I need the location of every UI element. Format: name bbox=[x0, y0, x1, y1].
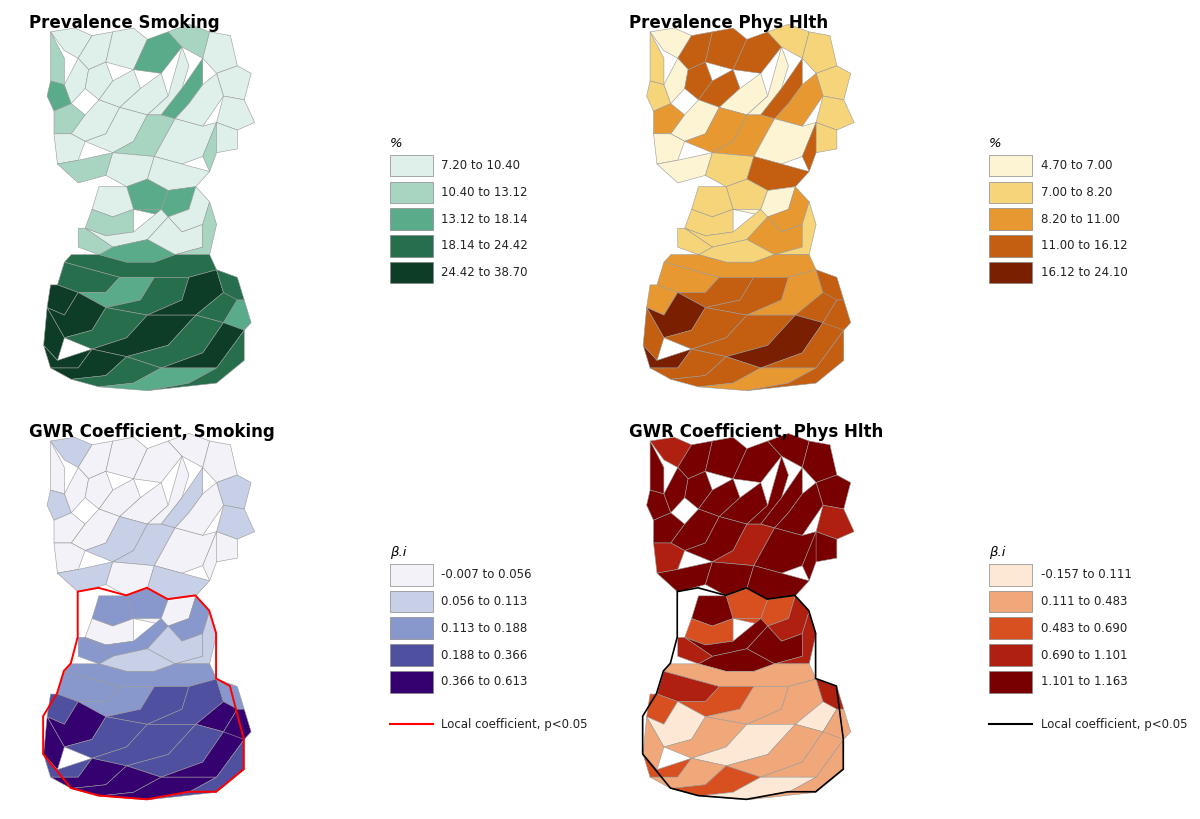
Text: β.i: β.i bbox=[989, 545, 1006, 559]
Bar bbox=[989, 262, 1032, 283]
Text: GWR Coefficient, Phys Hlth: GWR Coefficient, Phys Hlth bbox=[629, 423, 883, 441]
Text: 0.366 to 0.613: 0.366 to 0.613 bbox=[442, 675, 528, 688]
Text: 18.14 to 24.42: 18.14 to 24.42 bbox=[442, 239, 528, 252]
Bar bbox=[989, 564, 1032, 586]
Bar bbox=[989, 645, 1032, 666]
Bar bbox=[390, 182, 433, 203]
Text: -0.007 to 0.056: -0.007 to 0.056 bbox=[442, 568, 532, 581]
Text: 0.113 to 0.188: 0.113 to 0.188 bbox=[442, 622, 528, 635]
Bar bbox=[989, 618, 1032, 639]
Text: 24.42 to 38.70: 24.42 to 38.70 bbox=[442, 266, 528, 279]
Text: %: % bbox=[989, 137, 1002, 150]
Bar bbox=[390, 671, 433, 693]
Text: 8.20 to 11.00: 8.20 to 11.00 bbox=[1042, 213, 1120, 225]
Text: Local coefficient, p<0.05: Local coefficient, p<0.05 bbox=[442, 717, 588, 731]
Bar bbox=[390, 155, 433, 176]
Bar bbox=[390, 590, 433, 613]
Bar bbox=[390, 564, 433, 586]
Text: 10.40 to 13.12: 10.40 to 13.12 bbox=[442, 186, 528, 199]
Text: 0.690 to 1.101: 0.690 to 1.101 bbox=[1042, 649, 1128, 662]
Bar bbox=[390, 208, 433, 230]
Text: 4.70 to 7.00: 4.70 to 7.00 bbox=[1042, 159, 1112, 172]
Text: 1.101 to 1.163: 1.101 to 1.163 bbox=[1042, 675, 1128, 688]
Bar bbox=[989, 155, 1032, 176]
Text: 11.00 to 16.12: 11.00 to 16.12 bbox=[1042, 239, 1128, 252]
Text: Local coefficient, p<0.05: Local coefficient, p<0.05 bbox=[1042, 717, 1188, 731]
Bar bbox=[390, 262, 433, 283]
Bar bbox=[989, 208, 1032, 230]
Bar bbox=[390, 235, 433, 256]
Bar bbox=[989, 182, 1032, 203]
Text: Prevalence Phys Hlth: Prevalence Phys Hlth bbox=[629, 14, 828, 32]
Bar bbox=[989, 590, 1032, 613]
Text: 0.188 to 0.366: 0.188 to 0.366 bbox=[442, 649, 528, 662]
Text: 7.00 to 8.20: 7.00 to 8.20 bbox=[1042, 186, 1112, 199]
Bar bbox=[989, 235, 1032, 256]
Text: 7.20 to 10.40: 7.20 to 10.40 bbox=[442, 159, 521, 172]
Text: 0.483 to 0.690: 0.483 to 0.690 bbox=[1042, 622, 1127, 635]
Text: %: % bbox=[390, 137, 402, 150]
Text: -0.157 to 0.111: -0.157 to 0.111 bbox=[1042, 568, 1132, 581]
Text: Prevalence Smoking: Prevalence Smoking bbox=[29, 14, 220, 32]
Text: 0.056 to 0.113: 0.056 to 0.113 bbox=[442, 595, 528, 608]
Text: 13.12 to 18.14: 13.12 to 18.14 bbox=[442, 213, 528, 225]
Bar bbox=[989, 671, 1032, 693]
Text: 16.12 to 24.10: 16.12 to 24.10 bbox=[1042, 266, 1128, 279]
Bar bbox=[390, 645, 433, 666]
Text: GWR Coefficient, Smoking: GWR Coefficient, Smoking bbox=[29, 423, 275, 441]
Text: 0.111 to 0.483: 0.111 to 0.483 bbox=[1042, 595, 1127, 608]
Text: β.i: β.i bbox=[390, 545, 406, 559]
Bar bbox=[390, 618, 433, 639]
